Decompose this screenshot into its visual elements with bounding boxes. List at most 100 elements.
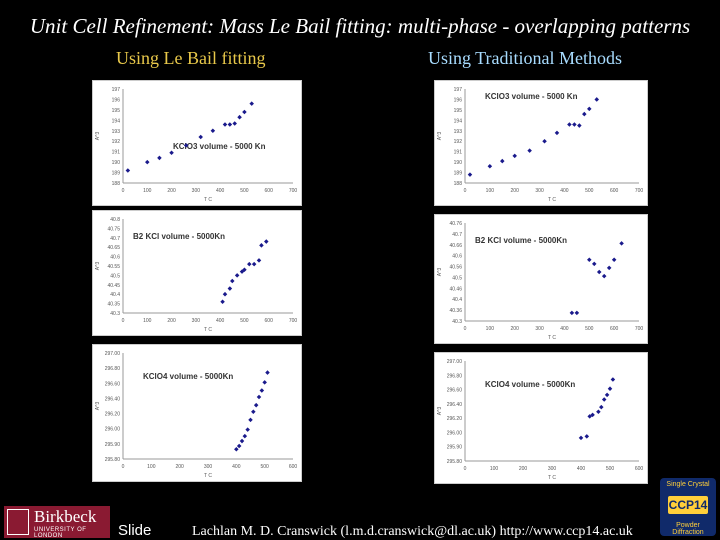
y-tick-label: 193 (454, 129, 463, 135)
x-axis-label: T C (204, 327, 212, 333)
y-tick-label: 296.20 (447, 416, 463, 422)
data-point (125, 168, 131, 173)
data-point (584, 434, 590, 439)
y-axis-label: A^3 (95, 132, 101, 141)
x-tick-label: 700 (289, 318, 298, 324)
x-tick-label: 0 (122, 188, 125, 194)
footer-credit: Lachlan M. D. Cranswick (l.m.d.cranswick… (192, 524, 633, 539)
data-point (230, 278, 235, 284)
data-point (574, 310, 580, 316)
x-tick-label: 600 (610, 326, 619, 332)
data-point (236, 443, 242, 449)
x-tick-label: 100 (486, 188, 495, 194)
data-point (527, 148, 532, 153)
x-tick-label: 500 (240, 318, 249, 324)
y-axis-label: A^3 (437, 407, 443, 416)
left-column-heading: Using Le Bail fitting (116, 48, 266, 68)
x-tick-label: 0 (464, 466, 467, 472)
data-point (264, 239, 269, 244)
data-point (587, 106, 592, 112)
x-tick-label: 100 (486, 326, 495, 332)
data-point (253, 402, 259, 408)
y-tick-label: 192 (112, 139, 121, 145)
data-point (145, 159, 150, 165)
x-tick-label: 300 (204, 464, 213, 470)
y-axis-label: A^3 (437, 268, 443, 277)
x-tick-label: 100 (490, 466, 499, 472)
y-tick-label: 296.60 (105, 381, 121, 387)
data-point (239, 438, 245, 444)
data-point (607, 386, 613, 391)
data-point (599, 404, 604, 410)
y-tick-label: 197 (454, 87, 463, 93)
y-tick-label: 295.90 (447, 445, 463, 451)
chart-title: B2 KCl volume - 5000Kn (475, 236, 567, 245)
x-axis-label: T C (204, 197, 212, 203)
y-tick-label: 295.80 (105, 457, 121, 463)
y-tick-label: 196 (112, 97, 121, 103)
y-tick-label: 40.5 (110, 273, 120, 279)
y-axis-label: A^3 (95, 262, 101, 271)
y-tick-label: 295.90 (105, 442, 121, 448)
x-tick-label: 100 (147, 464, 156, 470)
x-tick-label: 700 (635, 188, 644, 194)
chart-traditional-kclo4: 0 100 200 300 400 500 600 295.80 295.90 296.00 296… (437, 359, 643, 481)
data-point (591, 261, 597, 267)
chart-title: B2 KCl volume - 5000Kn (133, 232, 225, 241)
y-tick-label: 296.40 (105, 396, 121, 402)
y-tick-label: 190 (454, 160, 463, 166)
x-tick-label: 300 (192, 188, 201, 194)
data-point (242, 109, 247, 115)
chart-traditional-kclo3: 0 100 200 300 400 500 600 700 188 189 190 191 192 193… (437, 87, 644, 203)
y-tick-label: 191 (112, 150, 121, 156)
data-point (251, 261, 257, 267)
x-tick-label: 200 (519, 466, 528, 472)
data-point (259, 388, 265, 393)
y-tick-label: 40.66 (449, 243, 462, 249)
x-tick-label: 200 (167, 188, 176, 194)
ccp14-logo-mid: CCP14 (668, 496, 708, 514)
data-point (256, 394, 262, 400)
data-point (251, 409, 256, 414)
data-point (487, 164, 493, 169)
data-point (248, 417, 253, 423)
data-point (577, 123, 582, 128)
x-tick-label: 400 (232, 464, 241, 470)
y-tick-label: 189 (454, 171, 463, 177)
data-point (249, 101, 254, 106)
y-tick-label: 40.56 (449, 265, 462, 271)
birkbeck-logo: Birkbeck UNIVERSITY OF LONDON (4, 506, 110, 539)
y-tick-label: 190 (112, 160, 121, 166)
data-point (569, 310, 575, 316)
ccp14-logo-top: Single Crystal (666, 481, 710, 488)
y-tick-label: 40.6 (110, 255, 120, 261)
y-tick-label: 191 (454, 150, 463, 156)
x-tick-label: 300 (535, 188, 544, 194)
data-point (604, 392, 610, 398)
data-point (265, 370, 270, 375)
y-tick-label: 195 (454, 108, 463, 114)
x-tick-label: 200 (511, 188, 520, 194)
y-tick-label: 40.7 (110, 236, 120, 242)
y-tick-label: 192 (454, 139, 463, 145)
y-tick-label: 40.4 (452, 297, 462, 303)
data-point (601, 273, 607, 279)
y-tick-label: 40.46 (449, 286, 462, 292)
y-tick-label: 295.80 (447, 459, 463, 465)
data-point (610, 377, 616, 382)
x-tick-label: 400 (560, 326, 569, 332)
data-point (262, 380, 267, 385)
chart-lebail-kclo4: 0 100 200 300 400 500 600 295.80 295.90 296.00 296… (95, 351, 297, 479)
data-point (242, 267, 247, 273)
data-point (220, 299, 225, 304)
data-point (227, 286, 233, 291)
x-tick-label: 0 (122, 464, 125, 470)
data-point (210, 128, 216, 134)
x-tick-label: 600 (610, 188, 619, 194)
chart-panel-lebail-kclo3: 0 100 200 300 400 500 600 700 188 189 190 191 192 193… (92, 80, 302, 206)
x-tick-label: 500 (260, 464, 269, 470)
y-tick-label: 195 (112, 108, 121, 114)
y-tick-label: 40.55 (107, 264, 120, 270)
x-tick-label: 200 (175, 464, 184, 470)
y-tick-label: 296.40 (447, 402, 463, 408)
